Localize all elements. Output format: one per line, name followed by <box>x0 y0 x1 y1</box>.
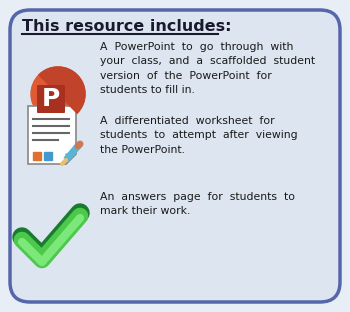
Text: A  PowerPoint  to  go  through  with
your  class,  and  a  scaffolded  student
v: A PowerPoint to go through with your cla… <box>100 42 315 95</box>
FancyBboxPatch shape <box>37 85 65 113</box>
Polygon shape <box>39 67 85 113</box>
Text: P: P <box>42 87 60 111</box>
Text: This resource includes:: This resource includes: <box>22 19 231 34</box>
Polygon shape <box>28 106 76 164</box>
Bar <box>44 152 52 160</box>
FancyBboxPatch shape <box>10 10 340 302</box>
Text: An  answers  page  for  students  to
mark their work.: An answers page for students to mark the… <box>100 192 295 217</box>
Bar <box>33 152 41 160</box>
Circle shape <box>31 67 85 121</box>
Text: A  differentiated  worksheet  for
students  to  attempt  after  viewing
the Powe: A differentiated worksheet for students … <box>100 116 298 155</box>
Polygon shape <box>66 154 76 164</box>
